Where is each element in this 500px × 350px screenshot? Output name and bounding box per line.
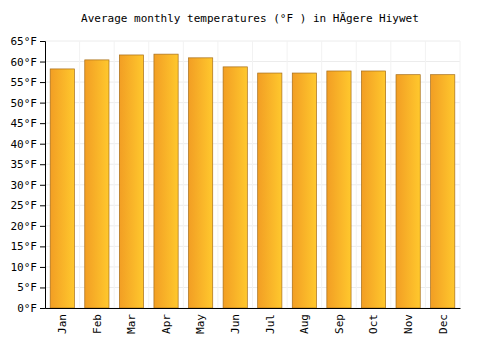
bar bbox=[154, 54, 178, 308]
x-tick: Dec bbox=[437, 308, 450, 334]
y-tick-label: 10°F bbox=[11, 261, 38, 274]
x-tick-label: May bbox=[194, 314, 207, 334]
y-tick-mark bbox=[40, 144, 45, 145]
y-tick-label: 40°F bbox=[11, 138, 38, 151]
grid-line-vertical bbox=[390, 41, 391, 308]
y-tick-label: 25°F bbox=[11, 199, 38, 212]
y-tick-label: 60°F bbox=[11, 56, 38, 69]
x-tick-label: Feb bbox=[91, 314, 104, 334]
grid-line-vertical bbox=[252, 41, 253, 308]
grid-line-vertical bbox=[114, 41, 115, 308]
x-tick-label: Nov bbox=[402, 314, 415, 334]
bar bbox=[327, 71, 351, 308]
y-tick-mark bbox=[40, 226, 45, 227]
x-tick: Feb bbox=[91, 308, 104, 334]
bar bbox=[85, 60, 109, 308]
bar bbox=[361, 71, 385, 308]
grid-line-vertical bbox=[183, 41, 184, 308]
x-tick: Sep bbox=[333, 308, 346, 334]
x-tick-label: Jan bbox=[56, 314, 69, 334]
bar bbox=[189, 58, 213, 308]
title: Average monthly temperatures (°F ) in HÄ… bbox=[81, 12, 419, 25]
y-tick-label: 65°F bbox=[11, 35, 38, 48]
x-tick-label: Jun bbox=[229, 314, 242, 334]
grid-line-vertical bbox=[79, 41, 80, 308]
grid bbox=[45, 41, 460, 308]
x-tick-label: Dec bbox=[437, 314, 450, 334]
bar bbox=[396, 75, 420, 308]
y-tick-label: 35°F bbox=[11, 158, 38, 171]
x-tick: Apr bbox=[160, 308, 173, 334]
y-tick: 65°F bbox=[11, 35, 46, 48]
x-tick: Jun bbox=[229, 308, 242, 334]
grid-line-vertical bbox=[148, 41, 149, 308]
x-tick: May bbox=[194, 308, 207, 334]
y-tick-label: 5°F bbox=[17, 281, 37, 294]
grid-line-vertical bbox=[356, 41, 357, 308]
grid-line-vertical bbox=[321, 41, 322, 308]
bar bbox=[119, 55, 143, 308]
x-tick-label: Sep bbox=[333, 314, 346, 334]
x-tick: Aug bbox=[298, 308, 311, 334]
x-tick-label: Jul bbox=[264, 314, 277, 334]
y-tick: 30°F bbox=[11, 179, 46, 192]
y-tick-mark bbox=[40, 103, 45, 104]
y-tick-mark bbox=[40, 82, 45, 83]
y-tick-label: 45°F bbox=[11, 117, 38, 130]
y-tick-mark bbox=[40, 41, 45, 42]
y-tick: 50°F bbox=[11, 97, 46, 110]
x-tick-label: Apr bbox=[160, 314, 173, 334]
y-tick-label: 55°F bbox=[11, 76, 38, 89]
grid-line-vertical bbox=[425, 41, 426, 308]
bar bbox=[50, 69, 74, 308]
y-tick-mark bbox=[40, 123, 45, 124]
y-axis: 0°F 5°F 10°F 15°F 20°F 25°F 30°F 35°F 40°F 45°F 50… bbox=[11, 35, 46, 315]
y-tick-mark bbox=[40, 62, 45, 63]
y-tick-label: 20°F bbox=[11, 220, 38, 233]
plot: 0°F 5°F 10°F 15°F 20°F 25°F 30°F 35°F 40°F 45°F 50… bbox=[11, 35, 461, 334]
x-tick: Jan bbox=[56, 308, 69, 334]
x-tick-label: Aug bbox=[298, 314, 311, 334]
bar bbox=[431, 75, 455, 308]
y-tick-label: 30°F bbox=[11, 179, 38, 192]
bars bbox=[50, 54, 455, 308]
y-tick-mark bbox=[40, 185, 45, 186]
y-tick: 0°F bbox=[17, 302, 45, 315]
y-tick: 35°F bbox=[11, 158, 46, 171]
y-tick: 25°F bbox=[11, 199, 46, 212]
y-tick: 20°F bbox=[11, 220, 46, 233]
x-tick: Mar bbox=[125, 308, 138, 334]
y-tick: 40°F bbox=[11, 138, 46, 151]
y-tick-mark bbox=[40, 205, 45, 206]
x-tick-label: Mar bbox=[125, 314, 138, 334]
y-tick-mark bbox=[40, 164, 45, 165]
y-tick: 60°F bbox=[11, 56, 46, 69]
x-axis: Jan Feb Mar Apr May Jun Jul Aug Sep Oct Nov Dec bbox=[46, 308, 461, 334]
y-tick: 45°F bbox=[11, 117, 46, 130]
x-axis-line bbox=[46, 308, 461, 309]
y-tick-mark bbox=[40, 287, 45, 288]
y-tick-label: 50°F bbox=[11, 97, 38, 110]
y-tick: 15°F bbox=[11, 240, 46, 253]
bar bbox=[223, 67, 247, 308]
x-tick: Jul bbox=[264, 308, 277, 334]
y-axis-line bbox=[40, 42, 46, 309]
y-tick-mark bbox=[40, 308, 45, 309]
x-tick: Oct bbox=[367, 308, 380, 334]
grid-line-vertical bbox=[287, 41, 288, 308]
y-tick: 5°F bbox=[17, 281, 45, 294]
chart: Average monthly temperatures (°F ) in HÄ… bbox=[0, 0, 500, 350]
bar bbox=[292, 73, 316, 308]
y-tick: 10°F bbox=[11, 261, 46, 274]
y-tick: 55°F bbox=[11, 76, 46, 89]
x-tick-label: Oct bbox=[367, 314, 380, 334]
y-tick-label: 0°F bbox=[17, 302, 37, 315]
x-tick: Nov bbox=[402, 308, 415, 334]
bar bbox=[258, 73, 282, 308]
grid-line-vertical bbox=[460, 41, 461, 308]
y-tick-mark bbox=[40, 246, 45, 247]
grid-line-vertical bbox=[217, 41, 218, 308]
y-tick-mark bbox=[40, 267, 45, 268]
y-tick-label: 15°F bbox=[11, 240, 38, 253]
